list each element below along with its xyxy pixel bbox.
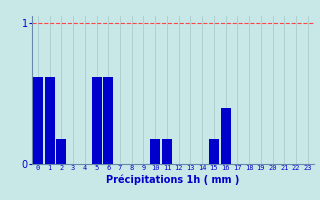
Bar <box>209 139 219 164</box>
Bar <box>150 139 160 164</box>
Bar <box>56 139 66 164</box>
Bar <box>103 77 113 164</box>
Bar <box>33 77 43 164</box>
Bar <box>92 77 101 164</box>
Bar <box>44 77 55 164</box>
Bar <box>220 108 231 164</box>
X-axis label: Précipitations 1h ( mm ): Précipitations 1h ( mm ) <box>106 174 239 185</box>
Bar <box>162 139 172 164</box>
